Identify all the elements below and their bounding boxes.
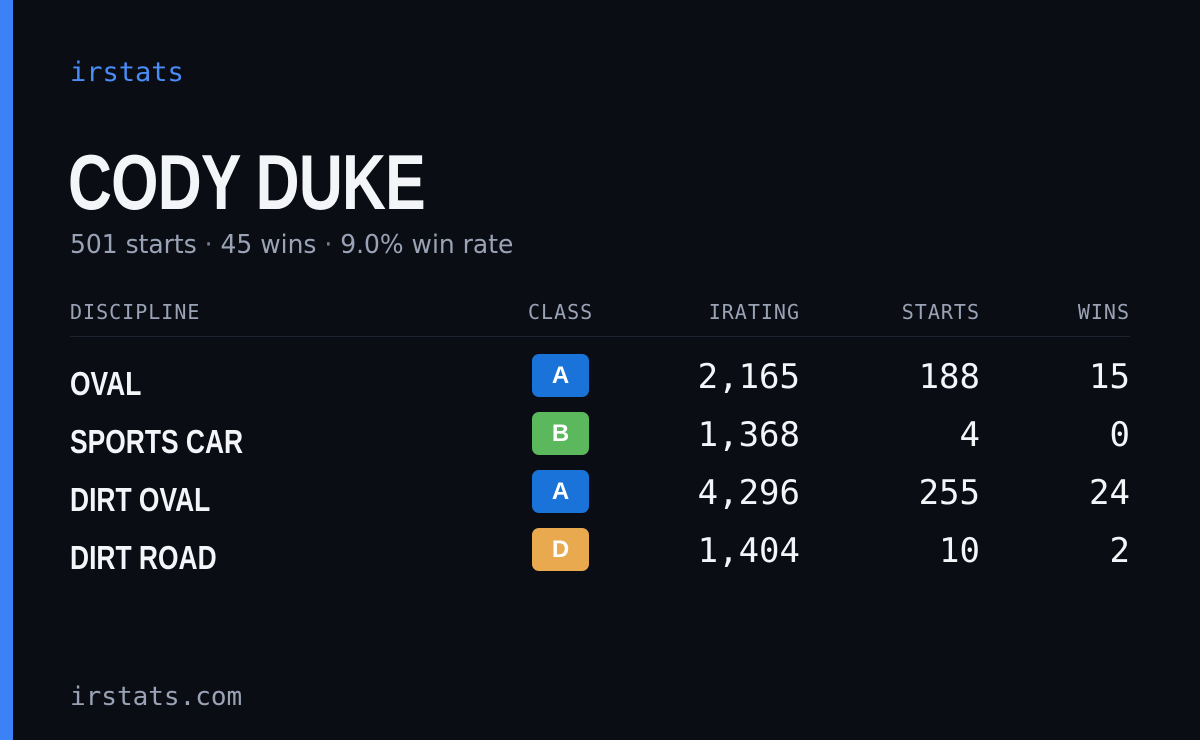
header-divider [70, 336, 1130, 337]
table-row: DIRT OVAL A 4,296 255 24 [70, 466, 1130, 524]
header-wins: WINS [1077, 300, 1130, 324]
row-irating: 2,165 [697, 357, 800, 397]
row-irating: 1,404 [697, 531, 800, 571]
driver-summary: 501 starts · 45 wins · 9.0% win rate [70, 228, 513, 262]
accent-bar [0, 0, 13, 740]
row-wins: 0 [1109, 415, 1130, 455]
table-row: SPORTS CAR B 1,368 4 0 [70, 408, 1130, 466]
row-starts: 10 [939, 531, 980, 571]
row-irating: 4,296 [697, 473, 800, 513]
driver-name: CODY DUKE [68, 138, 426, 226]
header-starts: STARTS [901, 300, 980, 324]
class-badge: B [532, 412, 589, 455]
row-starts: 255 [918, 473, 980, 513]
class-badge: D [532, 528, 589, 571]
summary-starts: 501 starts [70, 230, 197, 260]
header-class: CLASS [528, 300, 594, 324]
header-irating: IRATING [708, 300, 800, 324]
summary-wins: 45 wins [220, 230, 317, 260]
row-wins: 2 [1109, 531, 1130, 571]
table-row: OVAL A 2,165 188 15 [70, 350, 1130, 408]
row-discipline: OVAL [70, 365, 142, 402]
class-badge: A [532, 470, 589, 513]
row-starts: 4 [959, 415, 980, 455]
discipline-table: OVAL A 2,165 188 15 SPORTS CAR B 1,368 4… [70, 350, 1130, 582]
row-starts: 188 [918, 357, 980, 397]
class-badge: A [532, 354, 589, 397]
row-wins: 15 [1089, 357, 1130, 397]
row-irating: 1,368 [697, 415, 800, 455]
footer-url: irstats.com [70, 682, 243, 712]
row-discipline: DIRT OVAL [70, 481, 211, 518]
summary-separator: · [204, 230, 213, 260]
summary-win-rate: 9.0% win rate [340, 230, 514, 260]
summary-separator: · [324, 230, 333, 260]
table-row: DIRT ROAD D 1,404 10 2 [70, 524, 1130, 582]
header-discipline: DISCIPLINE [70, 300, 201, 324]
brand-logo-text: irstats [70, 57, 184, 88]
table-header: DISCIPLINE CLASS IRATING STARTS WINS [70, 300, 1130, 328]
row-discipline: DIRT ROAD [70, 539, 217, 576]
row-discipline: SPORTS CAR [70, 423, 244, 460]
row-wins: 24 [1089, 473, 1130, 513]
